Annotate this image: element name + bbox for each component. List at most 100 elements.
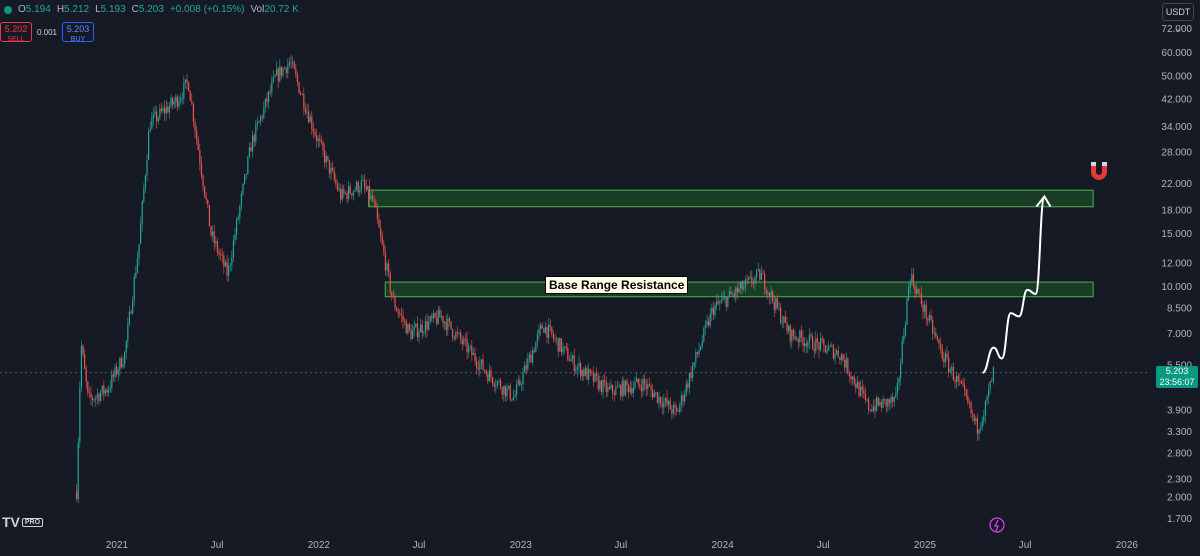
candle-body <box>597 376 599 390</box>
candle-body <box>106 389 108 393</box>
candle-body <box>698 350 700 354</box>
candle-body <box>991 381 993 382</box>
flash-icon[interactable] <box>989 517 1005 533</box>
y-tick-label: 34.000 <box>1161 122 1192 133</box>
candle-body <box>560 338 563 353</box>
candle-body <box>829 345 831 347</box>
current-price-value: 5.203 <box>1165 366 1189 376</box>
candle-body <box>258 121 260 123</box>
candle-body <box>256 122 259 125</box>
candle-body <box>322 142 324 151</box>
candle-body <box>716 301 718 306</box>
status-dot <box>4 5 12 14</box>
candle-body <box>330 167 332 174</box>
candle-body <box>469 345 471 347</box>
candle-body <box>930 315 932 320</box>
candle-body <box>735 287 737 296</box>
candle-body <box>276 68 278 76</box>
candle-body <box>143 188 145 202</box>
candle-body <box>648 384 651 386</box>
candle-body <box>988 389 990 397</box>
candle-body <box>847 358 849 374</box>
buy-button[interactable]: 5.203 BUY <box>62 22 94 43</box>
candle-body <box>264 98 267 108</box>
candle-body <box>773 300 775 310</box>
candle-body <box>114 366 116 377</box>
candle-body <box>440 316 443 318</box>
tradingview-logo[interactable]: TV PRO <box>2 514 44 530</box>
currency-selector[interactable]: USDT ⌄ <box>1162 3 1194 33</box>
candle-body <box>554 338 556 340</box>
candle-body <box>863 390 865 394</box>
candle-body <box>413 326 415 331</box>
candle-body <box>634 381 636 388</box>
candle-body <box>389 272 391 292</box>
candle-body <box>637 378 639 385</box>
price-axis[interactable]: 72.000 60.000 50.000 42.000 34.000 28.000 22.0… <box>1161 24 1192 525</box>
candle-body <box>736 287 739 293</box>
candle-body <box>128 311 131 325</box>
candle-body <box>186 79 188 83</box>
candle-body <box>840 354 843 360</box>
candle-body <box>290 62 292 64</box>
candle-body <box>970 402 972 413</box>
candle-body <box>135 272 137 278</box>
candle-body <box>404 320 406 322</box>
candle-body <box>645 384 647 390</box>
candle-body <box>768 292 771 297</box>
candle-body <box>402 315 404 321</box>
candle-body <box>948 357 950 373</box>
candle-body <box>370 195 372 200</box>
candle-body <box>877 397 879 406</box>
candle-body <box>749 276 751 278</box>
candle-body <box>792 329 795 337</box>
projection-arrow-head <box>1035 194 1052 208</box>
candle-body <box>351 193 353 196</box>
candle-body <box>88 392 91 394</box>
candle-body <box>101 385 103 393</box>
candle-body <box>767 292 769 294</box>
candle-body <box>655 392 657 394</box>
candle-body <box>160 108 163 112</box>
candle-body <box>269 91 271 93</box>
sell-button[interactable]: 5.202 SELL <box>0 22 32 43</box>
candle-body <box>805 343 807 347</box>
candle-body <box>912 274 915 286</box>
candle-body <box>263 107 265 118</box>
candle-body <box>650 385 652 390</box>
candle-body <box>984 400 987 416</box>
candle-body <box>423 332 425 334</box>
candle-body <box>701 341 703 347</box>
candle-body <box>564 346 566 348</box>
chevron-down-icon: ⌄ <box>1175 26 1181 33</box>
y-tick-label: 1.700 <box>1167 514 1192 525</box>
candle-body <box>151 118 153 129</box>
candle-body <box>951 366 953 370</box>
candle-body <box>588 369 590 380</box>
candle-body <box>412 330 414 339</box>
candle-body <box>79 387 81 443</box>
candle-body <box>653 393 655 398</box>
candle-body <box>125 341 127 353</box>
candle-body <box>964 385 966 390</box>
projection-path <box>982 195 1046 374</box>
candle-body <box>138 244 140 259</box>
candle-body <box>831 345 833 347</box>
candle-body <box>920 293 923 305</box>
candle-body <box>487 373 489 382</box>
candle-body <box>680 395 683 405</box>
candle-body <box>354 189 356 192</box>
candle-body <box>880 401 883 408</box>
candle-body <box>837 350 839 358</box>
candle-body <box>730 291 732 295</box>
candle-body <box>704 324 707 328</box>
candle-body <box>154 111 156 115</box>
time-axis[interactable]: 2021 Jul 2022 Jul 2023 Jul 2024 Jul 2025 Jul 2026 <box>106 540 1139 551</box>
candle-body <box>192 103 195 122</box>
candle-body <box>800 330 803 338</box>
candle-body <box>340 188 342 200</box>
candle-body <box>607 387 609 393</box>
candle-body <box>296 74 299 82</box>
candle-body <box>802 337 804 346</box>
